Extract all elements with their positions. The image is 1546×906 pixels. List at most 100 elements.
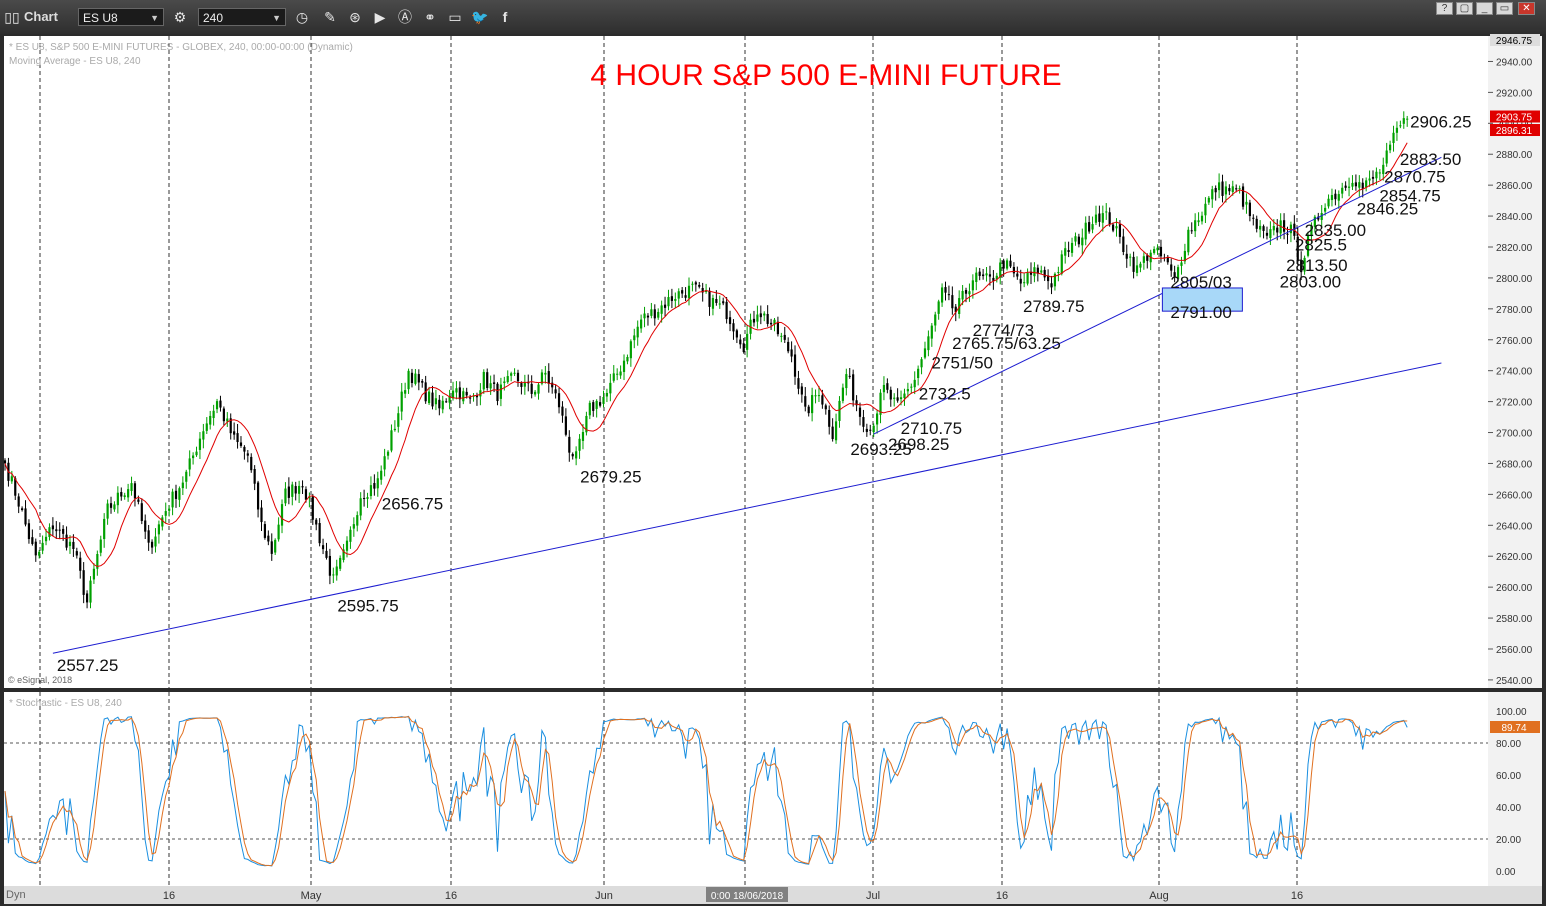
candle-body	[448, 396, 451, 403]
candle-body	[376, 478, 379, 489]
price-annotation: 2846.25	[1357, 199, 1418, 218]
candle-body	[1231, 186, 1234, 192]
facebook-icon[interactable]: f	[502, 9, 508, 25]
stochastic-value-tag-text: 89.74	[1501, 723, 1526, 734]
candle-body	[311, 496, 314, 520]
alert-icon[interactable]: Ⓐ	[398, 9, 412, 25]
candle-body	[27, 523, 31, 540]
pencil-icon[interactable]: ✎	[324, 9, 336, 25]
close-button[interactable]: ✕	[1518, 2, 1535, 15]
candle-body	[479, 390, 482, 397]
candle-body	[1129, 256, 1132, 258]
settings-gear-icon[interactable]: ⚙	[173, 9, 187, 25]
candle-body	[1180, 262, 1183, 266]
candle-body	[876, 413, 879, 425]
candle-body	[821, 395, 824, 405]
time-axis-label: 16	[1291, 890, 1303, 902]
play-icon[interactable]: ▶	[374, 9, 386, 25]
candle-body	[598, 402, 602, 406]
candle-body	[1135, 265, 1139, 273]
chart-window-icon[interactable]: ▯▯	[4, 9, 20, 25]
candle-body	[1176, 267, 1180, 279]
candle-body	[694, 282, 697, 285]
candle-body	[318, 523, 321, 544]
help-button[interactable]: ?	[1436, 2, 1453, 15]
minimize-button[interactable]: _	[1476, 2, 1493, 15]
candle-body	[865, 428, 868, 432]
candle-body	[947, 294, 951, 296]
candle-body	[38, 551, 41, 556]
stochastic-label: * Stochastic - ES U8, 240	[9, 698, 122, 709]
chart-tab-label[interactable]: Chart	[24, 9, 58, 24]
price-panel[interactable]	[4, 36, 1488, 688]
candle-body	[1111, 224, 1115, 231]
candle-body	[198, 438, 202, 450]
interval-dropdown-icon[interactable]: ▼	[272, 13, 281, 23]
candle-body	[349, 529, 352, 542]
candle-body	[325, 550, 328, 558]
candle-body	[10, 476, 13, 482]
time-axis-mode[interactable]: Dyn	[6, 889, 26, 901]
candle-body	[1009, 260, 1012, 267]
candle-body	[722, 301, 725, 304]
moving-average-line	[4, 142, 1408, 568]
candle-body	[99, 539, 102, 553]
candle-body	[1347, 186, 1351, 188]
candle-body	[195, 451, 198, 456]
symbol-input[interactable]: ES U8 ▼	[78, 8, 164, 26]
price-annotation: 2774/73	[973, 321, 1034, 340]
candle-body	[202, 431, 205, 440]
candle-body	[386, 451, 390, 456]
last-price-tag	[1490, 110, 1540, 123]
interval-value: 240	[203, 11, 224, 25]
candle-body	[845, 374, 848, 389]
candle-body	[277, 524, 280, 540]
interval-input[interactable]: 240 ▼	[198, 8, 286, 26]
restore-button[interactable]: ▢	[1456, 2, 1473, 15]
candle-body	[96, 553, 99, 569]
time-cursor-label: 0:00 18/06/2018	[711, 891, 784, 902]
message-icon[interactable]: ▭	[448, 9, 462, 25]
candle-body	[1170, 264, 1173, 271]
drawing-tools-icon[interactable]: ⊛	[349, 9, 361, 25]
candle-body	[1204, 203, 1207, 216]
candle-body	[667, 297, 670, 307]
candle-body	[855, 400, 858, 406]
candle-body	[612, 373, 615, 381]
candle-body	[72, 541, 75, 549]
candle-body	[369, 485, 373, 497]
stochastic-panel[interactable]	[4, 692, 1488, 886]
candle-body	[373, 483, 376, 489]
candle-body	[1077, 236, 1080, 245]
candle-body	[1060, 254, 1063, 274]
price-axis[interactable]	[1488, 36, 1542, 688]
maximize-button[interactable]: ▭	[1496, 2, 1513, 15]
candle-body	[1382, 164, 1385, 175]
candle-body	[595, 400, 598, 409]
clock-icon[interactable]: ◷	[295, 9, 309, 25]
chart-area[interactable]: 2940.002920.002900.002880.002860.002840.…	[0, 34, 1546, 906]
twitter-icon[interactable]: 🐦	[471, 9, 489, 25]
candle-body	[807, 406, 810, 414]
candle-body	[797, 378, 800, 389]
candle-body	[787, 341, 790, 352]
candle-body	[629, 341, 632, 359]
candle-body	[718, 303, 721, 305]
candle-body	[643, 313, 646, 319]
candle-body	[103, 518, 106, 540]
price-annotation: 2813.50	[1286, 256, 1347, 275]
candle-body	[852, 374, 855, 401]
symbol-dropdown-icon[interactable]: ▼	[150, 13, 159, 23]
candle-body	[383, 456, 386, 470]
candle-body	[691, 283, 694, 285]
candle-body	[564, 416, 567, 435]
candle-body	[752, 318, 756, 323]
candle-body	[708, 290, 711, 307]
candle-body	[482, 371, 485, 390]
candle-body	[640, 319, 643, 329]
candle-body	[605, 392, 609, 397]
link-icon[interactable]: ⚭	[424, 9, 436, 25]
candle-body	[1197, 220, 1200, 223]
candle-body	[530, 383, 533, 394]
candle-body	[137, 499, 140, 502]
